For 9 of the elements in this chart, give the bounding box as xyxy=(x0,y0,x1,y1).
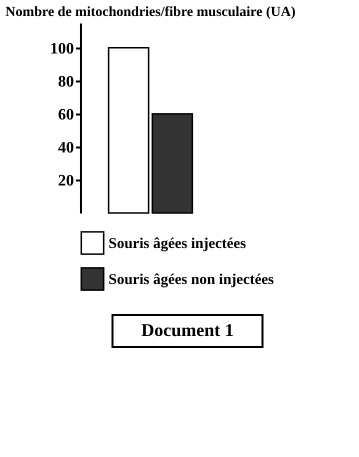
text: Document 1 xyxy=(141,320,234,340)
y-tick-label: 80 xyxy=(58,73,74,90)
y-tick-label: 20 xyxy=(58,172,74,190)
legend-label: Souris âgées injectées xyxy=(108,236,246,252)
y-axis-title: Nombre de mitochondries/fibre musculaire (UA) xyxy=(5,5,296,20)
legend-label: Souris âgées non injectées xyxy=(108,272,274,288)
y-tick-label: 60 xyxy=(58,106,74,124)
y-tick-label: 100 xyxy=(50,40,74,58)
y-tick-label: 40 xyxy=(58,139,74,156)
